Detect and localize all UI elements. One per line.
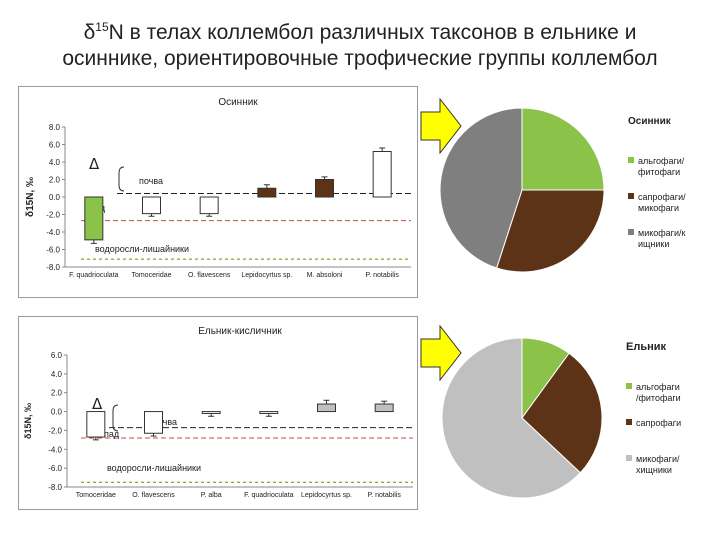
y-tick-label: -2.0	[48, 426, 62, 435]
x-tick-label: P. notabilis	[365, 272, 399, 279]
bar	[144, 411, 163, 434]
title-line1: N в телах коллембол различных таксонов в…	[108, 21, 637, 44]
x-tick-label: Lepidocyrtus sp.	[301, 492, 352, 499]
legend-label-line: фитофаги	[638, 167, 680, 177]
pie-slice	[521, 107, 605, 191]
aspen-pie-chart-box: Осинник альгофаги/фитофаги сапрофаги/микоф…	[440, 100, 720, 280]
x-tick-label: M. absoloni	[307, 272, 343, 279]
x-tick-label: O. flavescens	[188, 272, 231, 279]
x-tick-label: P. alba	[201, 492, 222, 499]
y-tick-label: 0.0	[49, 193, 61, 202]
pie-slice	[441, 337, 582, 499]
y-tick-label: -6.0	[48, 464, 62, 473]
legend-label: сапрофаги	[636, 418, 681, 428]
title-line2: осиннике, ориентировочные трофические гр…	[62, 47, 658, 70]
pie-slice	[440, 107, 523, 269]
y-tick-label: -4.0	[48, 445, 62, 454]
x-tick-label: F. quadrioculata	[69, 272, 119, 279]
right-arrow-icon	[420, 325, 462, 381]
title-delta: δ	[83, 21, 96, 44]
pie-slice	[521, 352, 603, 474]
y-tick-label: 2.0	[51, 389, 63, 398]
legend-swatch	[628, 157, 634, 163]
reference-line-label: опад	[99, 429, 120, 439]
y-axis-label: δ15N, ‰	[23, 403, 33, 439]
slide-title: δ15N в телах коллембол различных таксоно…	[0, 14, 720, 72]
bar	[259, 411, 279, 414]
legend-label-line: микофаги/к	[638, 228, 685, 238]
legend-label: альгофаги/фитофаги	[636, 382, 681, 403]
spruce-pie-chart: Ельник альгофаги/фитофаги сапрофаги микофаг…	[441, 337, 681, 499]
bracket-shape	[118, 166, 125, 192]
title-superscript: 15	[95, 20, 109, 34]
legend-label-line: /фитофаги	[636, 393, 681, 403]
legend-label-line: альгофаги/	[638, 156, 685, 166]
bar	[199, 196, 219, 215]
bar	[84, 196, 104, 241]
y-axis-label: δ15N, ‰	[25, 177, 36, 217]
legend-label: сапрофаги/микофаги	[638, 192, 686, 213]
y-tick-label: 8.0	[49, 123, 61, 132]
x-tick-label: Tomoceridae	[131, 272, 171, 279]
aspen-pie-chart: Осинник альгофаги/фитофаги сапрофаги/микоф…	[440, 107, 686, 273]
reference-line-label: водоросли-лишайники	[95, 244, 189, 254]
bar	[374, 403, 394, 413]
bracket-shape	[112, 404, 119, 432]
x-tick-label: P. notabilis	[367, 492, 401, 499]
right-arrow-icon	[420, 98, 462, 154]
y-tick-label: -8.0	[46, 263, 60, 272]
legend-label-line: альгофаги	[636, 382, 680, 392]
x-tick-label: Tomoceridae	[76, 492, 116, 499]
x-tick-label: F. quadrioculata	[244, 492, 294, 499]
bar	[201, 411, 221, 414]
bar	[315, 179, 334, 198]
bar	[372, 151, 392, 198]
pie-title: Осинник	[628, 116, 672, 127]
y-tick-label: 4.0	[49, 158, 61, 167]
y-tick-label: 6.0	[49, 141, 61, 150]
bar	[86, 411, 106, 438]
legend-label: альгофаги/фитофаги	[638, 156, 685, 177]
y-tick-label: 2.0	[49, 176, 61, 185]
y-tick-label: 4.0	[51, 370, 63, 379]
reference-line-label: почва	[153, 417, 177, 427]
chart-title: Осинник	[218, 97, 258, 108]
bar	[257, 187, 277, 198]
y-tick-label: -8.0	[48, 483, 62, 492]
y-tick-label: -4.0	[46, 228, 60, 237]
pie-slice	[496, 189, 605, 273]
delta-symbol: Δ	[89, 155, 100, 173]
y-tick-label: 0.0	[51, 408, 63, 417]
legend-label: микофаги/хищники	[636, 454, 680, 475]
spruce-bar-chart-panel: Ельник-кисличник 6.0 4.0 2.0 0.0 -2.0 -4.0 -6.0…	[18, 316, 418, 510]
x-tick-label: O. flavescens	[132, 492, 175, 499]
y-tick-label: -2.0	[46, 211, 60, 220]
pie-title: Ельник	[626, 341, 666, 353]
reference-line-label: водоросли-лишайники	[107, 463, 201, 473]
spruce-bar-chart: Ельник-кисличник 6.0 4.0 2.0 0.0 -2.0 -4.0 -6.0…	[23, 326, 413, 499]
legend-swatch	[628, 193, 634, 199]
y-tick-label: -6.0	[46, 246, 60, 255]
bar	[317, 403, 336, 413]
legend-swatch	[626, 419, 632, 425]
legend-swatch	[628, 229, 634, 235]
aspen-bar-chart-panel: Осинник 8.0 6.0 4.0 2.0 0.0 -2.0 -4.0 -6.0 -8.0 δ1…	[18, 86, 418, 298]
legend-swatch	[626, 383, 632, 389]
legend-label-line: сапрофаги/	[638, 192, 686, 202]
x-tick-label: Lepidocyrtus sp.	[241, 272, 292, 279]
legend-swatch	[626, 455, 632, 461]
reference-line-label: почва	[139, 176, 163, 186]
legend-label-line: микофаги	[638, 203, 679, 213]
chart-title: Ельник-кисличник	[198, 326, 282, 337]
legend-label-line: сапрофаги	[636, 418, 681, 428]
legend-label-line: микофаги/	[636, 454, 680, 464]
delta-symbol: Δ	[92, 395, 103, 413]
y-tick-label: 6.0	[51, 351, 63, 360]
legend-label-line: хищники	[636, 465, 672, 475]
bar	[142, 196, 161, 215]
spruce-pie-chart-box: Ельник альгофаги/фитофаги сапрофаги микофаг…	[440, 330, 720, 510]
aspen-bar-chart: Осинник 8.0 6.0 4.0 2.0 0.0 -2.0 -4.0 -6.0 -8.0 δ1…	[25, 97, 411, 279]
legend-label-line: ищники	[638, 239, 669, 249]
legend-label: микофаги/к ищники	[638, 228, 685, 249]
